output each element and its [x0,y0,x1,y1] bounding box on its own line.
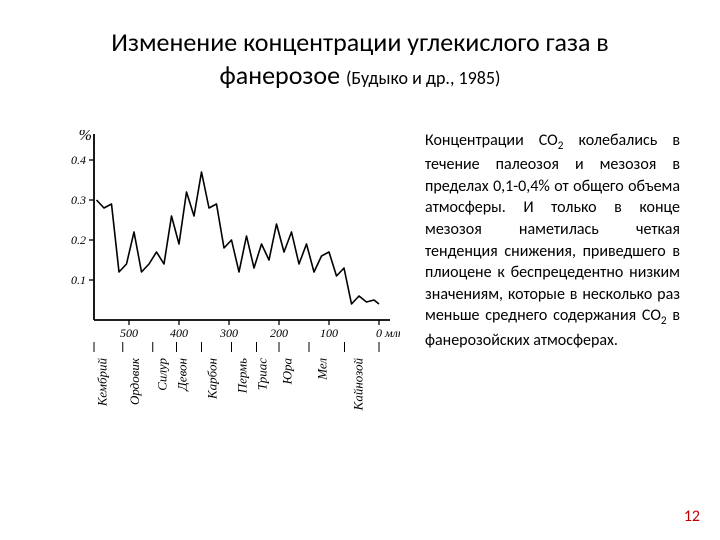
svg-text:0.2: 0.2 [71,233,86,247]
svg-text:0.4: 0.4 [71,153,86,167]
page-number: 12 [684,507,700,526]
svg-text:Карбон: Карбон [205,358,220,400]
svg-text:100: 100 [320,326,338,340]
co2-chart: 0.1 0.2 0.3 0.4% 500 400 300 200 100 0млн лет Кемб… [40,130,400,470]
title-line2: фанерозое [220,59,346,91]
svg-text:Силур: Силур [155,358,170,391]
svg-text:Кембрий: Кембрий [95,358,110,408]
svg-text:400: 400 [170,326,188,340]
svg-text:0: 0 [376,326,382,340]
svg-text:Мел: Мел [315,358,330,381]
svg-text:млн лет: млн лет [384,326,400,340]
svg-text:Кайнозой: Кайнозой [351,358,366,412]
svg-text:0.1: 0.1 [71,273,86,287]
title-line1: Изменение концентрации углекислого газа … [111,26,608,58]
svg-text:Ордовик: Ордовик [127,357,142,405]
chart-svg: 0.1 0.2 0.3 0.4% 500 400 300 200 100 0млн лет Кемб… [40,130,400,470]
svg-text:Пермь: Пермь [235,358,250,394]
body-paragraph: Концентрации CO2 колебались в течение па… [425,130,680,351]
slide: Изменение концентрации углекислого газа … [0,0,720,540]
svg-text:%: % [79,130,92,144]
svg-text:500: 500 [120,326,138,340]
svg-text:Триас: Триас [255,358,270,390]
svg-text:200: 200 [270,326,288,340]
svg-text:0.3: 0.3 [71,193,86,207]
slide-title: Изменение концентрации углекислого газа … [60,26,660,91]
svg-text:Юра: Юра [280,358,295,386]
svg-text:300: 300 [219,326,238,340]
title-citation: (Будыко и др., 1985) [346,67,501,89]
svg-text:Девон: Девон [175,358,190,392]
